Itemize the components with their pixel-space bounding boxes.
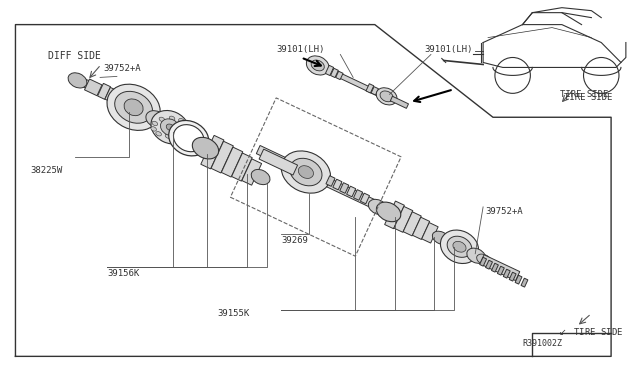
Polygon shape — [492, 263, 499, 272]
Ellipse shape — [440, 230, 479, 263]
Ellipse shape — [182, 129, 188, 133]
Polygon shape — [412, 217, 429, 240]
Ellipse shape — [307, 56, 329, 75]
Polygon shape — [366, 84, 374, 93]
Ellipse shape — [179, 118, 184, 123]
Polygon shape — [360, 193, 369, 204]
Text: DIFF SIDE: DIFF SIDE — [48, 51, 101, 61]
Polygon shape — [376, 90, 383, 97]
Polygon shape — [336, 71, 343, 80]
Polygon shape — [242, 159, 262, 185]
Text: 39155K: 39155K — [218, 309, 250, 318]
Polygon shape — [259, 149, 298, 175]
Ellipse shape — [184, 123, 189, 128]
Polygon shape — [318, 63, 383, 97]
Polygon shape — [390, 96, 408, 108]
Ellipse shape — [281, 151, 330, 193]
Text: 39156K: 39156K — [107, 269, 140, 278]
Ellipse shape — [156, 132, 161, 136]
Ellipse shape — [380, 91, 393, 102]
Polygon shape — [371, 87, 378, 95]
Text: 39269: 39269 — [282, 236, 308, 245]
Polygon shape — [232, 153, 252, 181]
Polygon shape — [77, 77, 98, 92]
Ellipse shape — [161, 119, 180, 135]
Ellipse shape — [192, 137, 219, 159]
Polygon shape — [515, 275, 522, 284]
Text: TIRE SIDE: TIRE SIDE — [564, 93, 612, 102]
Polygon shape — [422, 222, 438, 243]
Ellipse shape — [447, 236, 472, 257]
Ellipse shape — [467, 248, 486, 263]
Polygon shape — [325, 65, 333, 76]
Ellipse shape — [169, 116, 175, 121]
Ellipse shape — [376, 202, 401, 222]
Text: 39101(LH): 39101(LH) — [276, 45, 324, 54]
Ellipse shape — [453, 241, 466, 252]
Text: R391002Z: R391002Z — [522, 339, 563, 348]
Ellipse shape — [311, 60, 324, 71]
Polygon shape — [105, 87, 117, 102]
Text: 39101(LH): 39101(LH) — [424, 45, 472, 54]
Polygon shape — [211, 141, 234, 173]
Polygon shape — [84, 79, 102, 96]
Ellipse shape — [369, 199, 387, 215]
Text: 39752+A: 39752+A — [485, 208, 523, 217]
Polygon shape — [201, 135, 224, 169]
Ellipse shape — [165, 134, 171, 138]
Ellipse shape — [159, 117, 164, 122]
Text: 39752+A: 39752+A — [103, 64, 141, 73]
Ellipse shape — [376, 88, 397, 105]
Polygon shape — [353, 190, 363, 200]
Ellipse shape — [175, 133, 181, 137]
Ellipse shape — [252, 169, 270, 185]
Ellipse shape — [298, 166, 314, 179]
Ellipse shape — [107, 84, 160, 131]
Ellipse shape — [290, 158, 322, 186]
Polygon shape — [97, 83, 111, 99]
Ellipse shape — [169, 121, 209, 156]
Polygon shape — [326, 176, 335, 186]
Polygon shape — [521, 278, 528, 287]
Polygon shape — [509, 272, 516, 281]
Ellipse shape — [378, 205, 391, 215]
Text: $\swarrow$ TIRE SIDE: $\swarrow$ TIRE SIDE — [557, 326, 623, 337]
Text: TIRE SIDE: TIRE SIDE — [560, 90, 608, 99]
Polygon shape — [503, 269, 510, 278]
Ellipse shape — [151, 127, 156, 131]
Polygon shape — [221, 147, 243, 177]
Ellipse shape — [124, 99, 143, 116]
Polygon shape — [480, 255, 520, 280]
Polygon shape — [257, 145, 385, 212]
Polygon shape — [340, 183, 349, 193]
Ellipse shape — [146, 110, 166, 128]
Polygon shape — [479, 257, 486, 266]
Polygon shape — [330, 68, 339, 78]
Polygon shape — [385, 201, 404, 229]
Polygon shape — [347, 186, 356, 197]
Polygon shape — [403, 212, 421, 236]
Ellipse shape — [433, 231, 449, 244]
Polygon shape — [333, 179, 342, 190]
Ellipse shape — [166, 124, 174, 131]
Polygon shape — [112, 92, 124, 105]
Polygon shape — [486, 260, 492, 269]
Ellipse shape — [68, 73, 87, 88]
Ellipse shape — [173, 125, 204, 152]
Polygon shape — [394, 206, 413, 232]
Polygon shape — [497, 266, 504, 275]
Ellipse shape — [477, 254, 492, 265]
Text: 38225W: 38225W — [30, 166, 63, 174]
Ellipse shape — [115, 92, 152, 123]
Ellipse shape — [152, 121, 157, 126]
Ellipse shape — [151, 110, 189, 144]
